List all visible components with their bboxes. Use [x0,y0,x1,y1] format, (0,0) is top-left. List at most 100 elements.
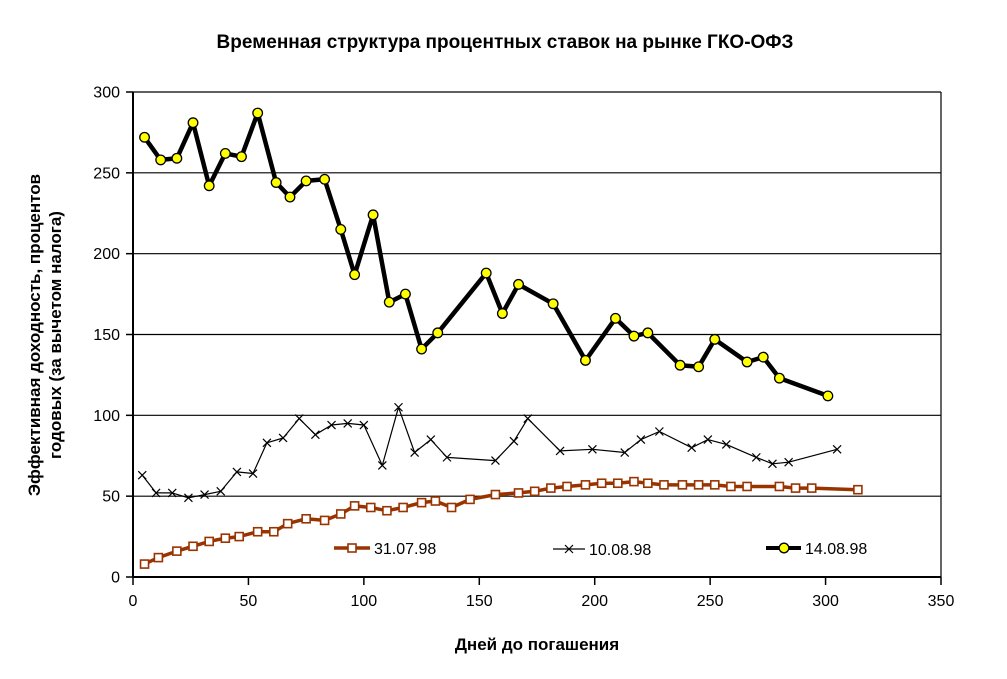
marker-circle-14.08.98-20 [496,308,508,319]
marker-circle-14.08.98-24 [610,312,621,324]
marker-circle-14.08.98-18 [432,327,444,339]
marker-x-10.08.98-32 [768,459,777,469]
marker-x-10.08.98-1 [151,488,161,498]
marker-square-31.07.98-15 [382,505,392,516]
marker-square-31.07.98-36 [742,481,752,492]
y-axis-title-line1: Эффективная доходность, процентов [25,174,44,496]
marker-x-10.08.98-10 [294,414,304,423]
marker-circle-14.08.98-10 [300,175,312,187]
marker-square-31.07.98-5 [220,533,231,544]
marker-x-10.08.98-17 [410,448,420,457]
marker-square-31.07.98-7 [252,526,263,537]
marker-square-31.07.98-23 [529,486,540,497]
marker-x-10.08.98-27 [654,427,664,436]
marker-x-10.08.98-3 [183,493,193,503]
marker-x-10.08.98-25 [620,448,630,457]
marker-square-31.07.98-24 [546,483,556,493]
marker-circle-14.08.98-22 [547,298,559,310]
marker-square-31.07.98-1 [153,552,164,563]
marker-square-31.07.98-22 [513,488,524,498]
marker-square-31.07.98-27 [596,478,607,489]
y-tick-label-100: 100 [93,408,120,425]
marker-x-10.08.98-8 [262,438,272,448]
marker-circle-14.08.98-3 [187,117,199,129]
legend-label-31-07-98: 31.07.98 [374,541,436,558]
marker-square-31.07.98-29 [629,476,639,487]
marker-x-10.08.98-12 [327,420,336,430]
y-tick-label-300: 300 [93,85,120,102]
legend-label-10-08-98: 10.08.98 [589,542,651,559]
x-axis-title: Дней до погашения [455,635,619,654]
marker-circle-14.08.98-2 [171,152,183,164]
y-tick-label-150: 150 [93,327,120,344]
marker-circle-14.08.98-7 [252,107,264,119]
legend-item-14-08-98: 14.08.98 [766,541,867,558]
marker-circle-14.08.98-16 [399,288,411,300]
marker-circle-14.08.98-29 [709,333,721,345]
marker-circle-14.08.98-15 [383,296,395,308]
x-tick-label-100: 100 [351,593,378,610]
marker-x-10.08.98-30 [721,440,731,449]
marker-square-31.07.98-18 [430,496,441,506]
series-markers-10.08.98 [137,402,842,503]
marker-square-31.07.98-11 [319,515,330,526]
marker-circle-14.08.98-12 [335,223,347,235]
marker-x-10.08.98-33 [784,457,794,467]
marker-square-31.07.98-13 [349,501,360,511]
marker-x-10.08.98-11 [310,430,320,440]
marker-square-31.07.98-31 [659,480,669,490]
marker-square-31.07.98-16 [398,502,408,513]
marker-x-10.08.98-16 [394,402,403,412]
marker-circle-14.08.98-11 [319,173,331,185]
marker-square-31.07.98-39 [806,483,817,493]
marker-square-31.07.98-25 [562,481,572,492]
marker-circle-14.08.98-13 [349,269,361,281]
marker-square-31.07.98-19 [446,502,457,513]
legend: 31.07.98 10.08.98 14.08.98 [334,541,867,559]
marker-square-31.07.98-40 [853,484,863,495]
marker-square-31.07.98-37 [774,481,785,492]
marker-x-10.08.98-29 [703,435,713,445]
marker-x-10.08.98-5 [216,486,226,496]
legend-item-31-07-98: 31.07.98 [334,541,436,558]
marker-square-31.07.98-34 [709,480,720,490]
marker-square-31.07.98-12 [335,509,346,519]
marker-x-10.08.98-24 [587,444,597,454]
marker-square-31.07.98-10 [301,513,311,524]
marker-x-10.08.98-4 [200,490,209,499]
marker-circle-14.08.98-26 [642,327,654,339]
tick-label-layer: 0 50 100 150 200 250 300 0 50 100 150 200 250 300 350 [93,85,954,611]
x-tick-label-250: 250 [697,593,724,610]
marker-x-10.08.98-6 [232,467,242,477]
marker-square-31.07.98-8 [269,526,279,537]
y-tick-label-50: 50 [102,489,120,506]
marker-x-10.08.98-28 [687,443,697,453]
grid-layer [133,91,942,577]
y-tick-label-250: 250 [93,165,120,182]
marker-square-31.07.98-20 [465,494,475,505]
marker-circle-14.08.98-14 [367,209,379,221]
marker-square-31.07.98-4 [204,536,214,547]
legend-x-marker-icon [564,544,574,554]
marker-square-31.07.98-14 [365,502,376,513]
legend-item-10-08-98: 10.08.98 [553,542,651,559]
marker-x-10.08.98-34 [832,444,842,454]
marker-square-31.07.98-2 [172,546,182,556]
y-axis-title-line2: годовых (за вычетом налога) [46,211,65,459]
series-layer [137,107,863,569]
marker-x-10.08.98-0 [137,470,147,480]
marker-x-10.08.98-31 [751,452,761,462]
marker-square-31.07.98-35 [726,481,736,492]
x-tick-label-300: 300 [812,593,839,610]
legend-label-14-08-98: 14.08.98 [805,541,867,558]
legend-circle-marker-icon [778,542,790,554]
marker-square-31.07.98-33 [693,480,704,490]
legend-square-marker-icon [347,543,357,553]
marker-circle-14.08.98-32 [773,372,785,384]
marker-circle-14.08.98-30 [741,356,753,368]
x-tick-label-350: 350 [928,593,955,610]
marker-square-31.07.98-9 [282,518,293,529]
marker-circle-14.08.98-4 [203,180,215,192]
marker-circle-14.08.98-9 [284,191,296,203]
marker-x-10.08.98-14 [359,420,369,430]
